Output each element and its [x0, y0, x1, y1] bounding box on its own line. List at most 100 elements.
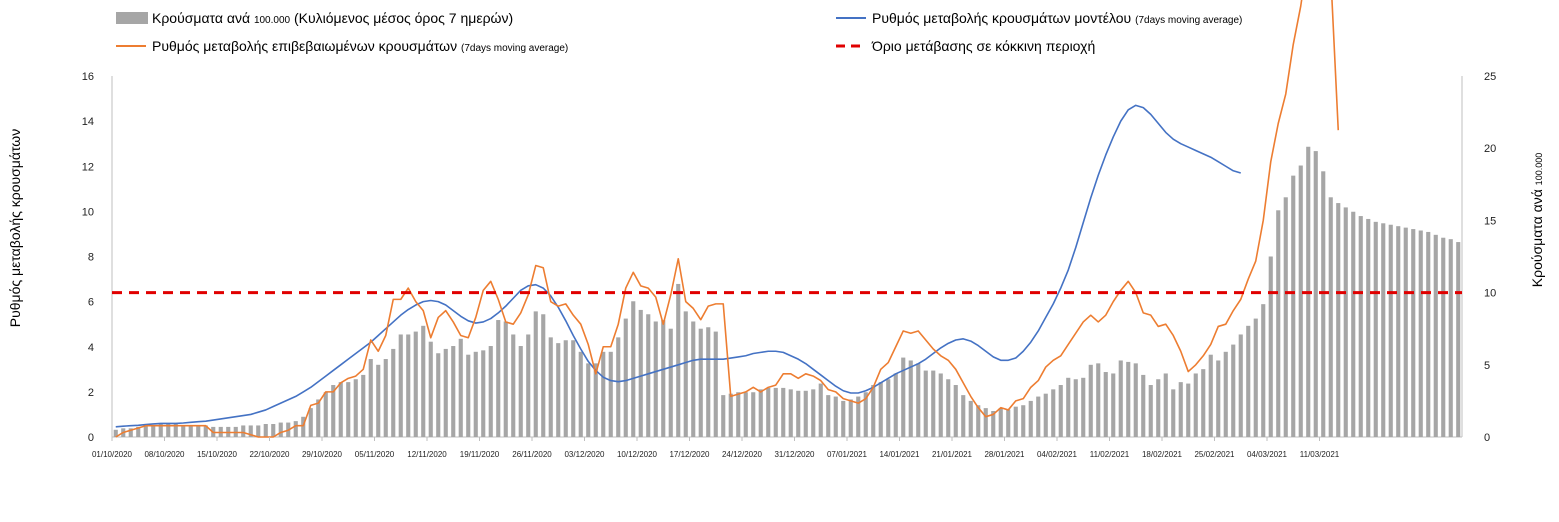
bar [878, 382, 883, 437]
x-tick-label: 29/10/2020 [302, 450, 343, 459]
bar [1148, 385, 1153, 437]
bar [998, 408, 1003, 437]
bar [1403, 227, 1408, 437]
legend-orange-label: Ρυθμός μεταβολής επιβεβαιωμένων κρουσμάτ… [152, 38, 461, 54]
legend-bars-label-rest: (Κυλιόμενος μέσος όρος 7 ημερών) [290, 10, 513, 26]
bar [788, 389, 793, 437]
blue-series-line [115, 104, 1241, 428]
x-tick-label: 17/12/2020 [669, 450, 710, 459]
bar [923, 370, 928, 437]
bar [623, 318, 628, 437]
bar [526, 334, 531, 437]
bar [496, 320, 501, 437]
bar [1208, 354, 1213, 437]
bar [1351, 211, 1356, 437]
bar [1246, 325, 1251, 437]
right-tick-label: 5 [1484, 360, 1490, 372]
bar [293, 421, 298, 437]
bar [893, 373, 898, 437]
bar [398, 334, 403, 437]
bar [353, 379, 358, 437]
bar [151, 425, 156, 437]
legend-orange-label-small: (7days moving average) [461, 43, 568, 54]
bar [1088, 364, 1093, 437]
bar [458, 338, 463, 437]
bar [856, 396, 861, 437]
bar [638, 309, 643, 437]
bar [1178, 382, 1183, 437]
bar [991, 411, 996, 437]
x-tick-label: 07/01/2021 [827, 450, 868, 459]
bar [743, 392, 748, 437]
bar [1381, 223, 1386, 437]
bar [796, 390, 801, 437]
bar [683, 311, 688, 437]
left-tick-label: 10 [82, 206, 94, 218]
bar [1193, 373, 1198, 437]
left-axis-ticks: 0 2 4 6 8 10 12 14 16 [82, 71, 94, 444]
bar [886, 379, 891, 437]
bar [203, 425, 208, 437]
bar [1298, 165, 1303, 437]
left-tick-label: 12 [82, 161, 94, 173]
bar [376, 364, 381, 437]
bar [871, 385, 876, 437]
bar [1268, 256, 1273, 437]
bar [1396, 226, 1401, 437]
bar [323, 392, 328, 437]
x-tick-label: 31/12/2020 [774, 450, 815, 459]
bar [946, 379, 951, 437]
bar [1111, 373, 1116, 437]
bar [908, 360, 913, 437]
bar [338, 382, 343, 437]
bar [953, 385, 958, 437]
x-tick-label: 18/02/2021 [1142, 450, 1183, 459]
legend-bars-label: Κρούσματα ανά [152, 10, 254, 26]
legend: Κρούσματα ανά 100.000 (Κυλιόμενος μέσος … [116, 10, 1242, 54]
bar [968, 400, 973, 437]
bar [301, 416, 306, 437]
bar [1441, 237, 1446, 437]
bar [143, 425, 148, 437]
bar [833, 396, 838, 437]
bar [706, 327, 711, 437]
bar [1036, 396, 1041, 437]
bar [1276, 210, 1281, 437]
x-tick-label: 04/03/2021 [1247, 450, 1288, 459]
blue-series [115, 104, 1241, 428]
bar [976, 405, 981, 437]
x-tick-label: 01/10/2020 [92, 450, 133, 459]
x-tick-label: 21/01/2021 [932, 450, 973, 459]
bar [818, 383, 823, 437]
x-tick-label: 19/11/2020 [460, 450, 500, 459]
bar [488, 346, 493, 437]
x-axis-ticks: 01/10/2020 08/10/2020 15/10/2020 22/10/2020… [92, 437, 1340, 459]
bar [1103, 372, 1108, 437]
bar [541, 314, 546, 437]
bar [1028, 400, 1033, 437]
left-tick-label: 8 [88, 252, 94, 264]
right-tick-label: 25 [1484, 71, 1496, 83]
bar [421, 325, 426, 437]
bar [391, 348, 396, 437]
left-tick-label: 16 [82, 71, 94, 83]
x-tick-label: 25/02/2021 [1194, 450, 1235, 459]
bar [676, 283, 681, 437]
bar [916, 363, 921, 437]
bar [1163, 373, 1168, 437]
bar [473, 351, 478, 437]
bar [826, 395, 831, 437]
bar [548, 337, 553, 437]
bar [428, 341, 433, 437]
bar [668, 328, 673, 437]
bar [1066, 377, 1071, 437]
legend-bars: Κρούσματα ανά 100.000 (Κυλιόμενος μέσος … [116, 10, 513, 26]
bar [1201, 369, 1206, 437]
svg-text:Ρυθμός μεταβολής κρουσμάτων μο: Ρυθμός μεταβολής κρουσμάτων μοντέλου (7d… [872, 10, 1242, 26]
left-axis-title: Ρυθμός μεταβολής κρουσμάτων [7, 129, 23, 327]
bar [1373, 221, 1378, 437]
bar [271, 424, 276, 437]
bar [1366, 218, 1371, 437]
bar [1426, 231, 1431, 437]
bar [1291, 175, 1296, 438]
